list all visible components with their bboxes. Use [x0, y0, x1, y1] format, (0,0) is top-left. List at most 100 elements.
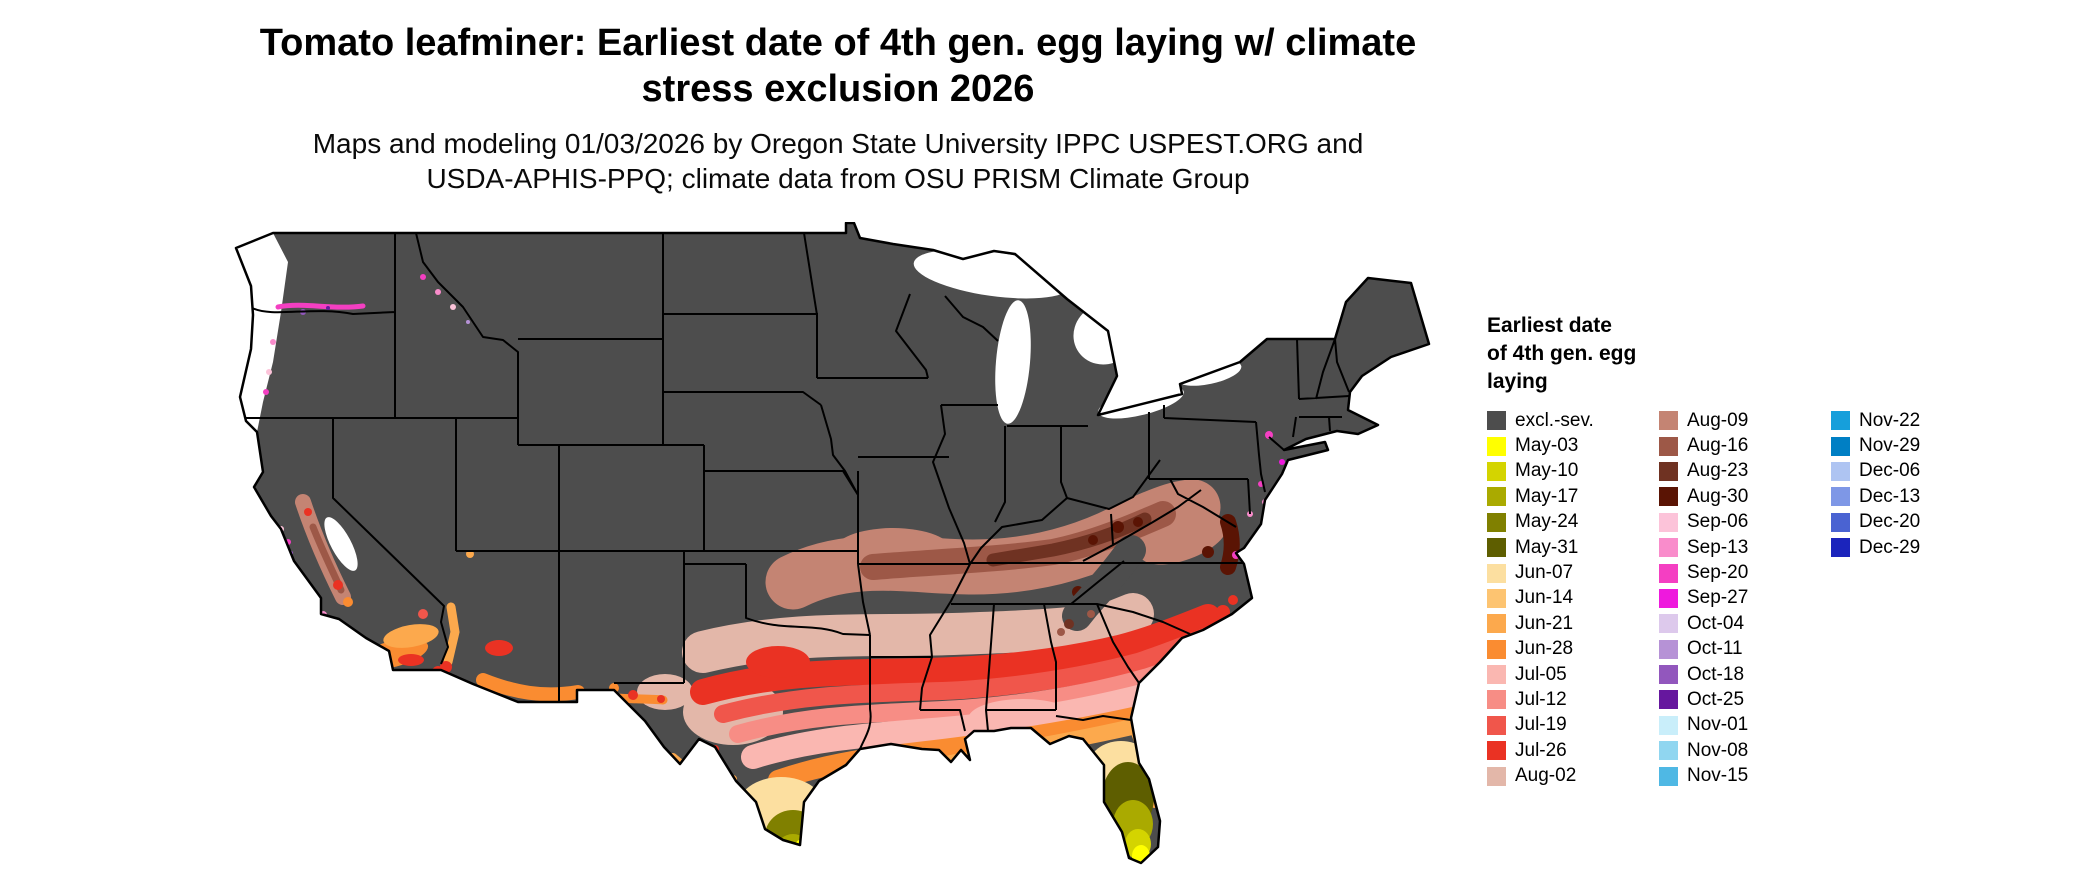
- map-appalachian-edge-browns: [1057, 610, 1095, 636]
- legend-entry-label: Jul-19: [1515, 714, 1567, 736]
- legend-entry: Jul-12: [1487, 687, 1659, 712]
- legend-title-line: of 4th gen. egg: [1487, 342, 1637, 365]
- legend-swatch: [1831, 436, 1850, 456]
- legend-entry-label: Jul-12: [1515, 688, 1567, 710]
- legend-entry: Dec-29: [1831, 535, 1920, 560]
- legend-swatch: [1487, 563, 1506, 583]
- legend-entry: Sep-20: [1659, 560, 1831, 585]
- legend-swatch: [1487, 715, 1506, 735]
- legend-swatch: [1659, 639, 1678, 659]
- lake-michigan: [995, 300, 1031, 424]
- legend-swatch: [1659, 766, 1678, 786]
- legend-entry-label: Jun-21: [1515, 612, 1574, 634]
- legend-entry-label: May-17: [1515, 485, 1579, 507]
- lake-superior: [913, 249, 1073, 299]
- legend-swatch: [1487, 512, 1506, 532]
- legend-entry: May-24: [1487, 510, 1659, 535]
- title-block: Tomato leafminer: Earliest date of 4th g…: [0, 20, 1676, 196]
- legend-swatch: [1831, 512, 1850, 532]
- map-blob-north-texas-jul-26: [746, 646, 810, 678]
- legend-swatch: [1487, 487, 1506, 507]
- great-lakes: [913, 249, 1242, 424]
- legend-entry: Jun-14: [1487, 586, 1659, 611]
- legend-swatch: [1487, 639, 1506, 659]
- legend-entry: Oct-04: [1659, 611, 1831, 636]
- map-band-jul-26: [690, 604, 1221, 705]
- legend-entry-label: Oct-04: [1687, 612, 1745, 634]
- us-map: [234, 222, 1431, 865]
- legend-title-line: laying: [1487, 370, 1548, 393]
- legend-entry: Jul-05: [1487, 662, 1659, 687]
- legend-entry-label: Nov-15: [1687, 765, 1749, 787]
- legend-title: Earliest date of 4th gen. egg laying: [1487, 312, 2087, 396]
- legend-entry: Oct-11: [1659, 637, 1831, 662]
- legend-swatch: [1487, 766, 1506, 786]
- legend-column: Aug-09 Aug-16 Aug-23 Aug-30 Sep-06 Sep-13 Sep-…: [1659, 408, 1831, 789]
- legend-entry-label: Aug-16: [1687, 435, 1749, 457]
- legend-entry: Aug-30: [1659, 484, 1831, 509]
- legend-entry-label: May-03: [1515, 435, 1579, 457]
- page-subtitle-line1: Maps and modeling 01/03/2026 by Oregon S…: [312, 128, 1364, 159]
- legend-entry: Nov-22: [1831, 408, 1920, 433]
- legend-swatch: [1487, 690, 1506, 710]
- map-appalachian-gray-tongue: [1062, 535, 1146, 631]
- legend-entry-label: Oct-25: [1687, 688, 1745, 710]
- legend-entry-label: Aug-09: [1687, 409, 1749, 431]
- legend-swatch: [1659, 436, 1678, 456]
- legend-entry: Aug-02: [1487, 763, 1659, 788]
- legend-entry-label: Sep-27: [1687, 587, 1749, 609]
- legend-entry-label: Oct-18: [1687, 663, 1745, 685]
- legend-entry-label: Sep-20: [1687, 562, 1749, 584]
- legend-entry: Dec-13: [1831, 484, 1920, 509]
- legend-swatch: [1659, 665, 1678, 685]
- legend-entry: May-17: [1487, 484, 1659, 509]
- legend-swatch: [1831, 411, 1850, 431]
- legend-swatch: [1487, 538, 1506, 558]
- legend-entry: Sep-13: [1659, 535, 1831, 560]
- map-florida-may-gradient: [1102, 762, 1154, 863]
- lake-huron: [1073, 303, 1137, 365]
- legend-entry-label: Aug-30: [1687, 485, 1749, 507]
- map-chesapeake-aug-30: [1220, 514, 1240, 575]
- legend-entry-label: May-10: [1515, 460, 1579, 482]
- legend-swatch: [1487, 588, 1506, 608]
- legend-column: excl.-sev. May-03 May-10 May-17 May-24 May-31…: [1487, 408, 1659, 789]
- legend-column: Nov-22 Nov-29 Dec-06 Dec-13 Dec-20 Dec-29: [1831, 408, 1920, 560]
- legend-entry-label: Nov-29: [1859, 435, 1921, 457]
- legend-swatch: [1659, 614, 1678, 634]
- legend-entry-label: Dec-20: [1859, 511, 1921, 533]
- legend-entry-label: Dec-06: [1859, 460, 1921, 482]
- legend-swatch: [1659, 487, 1678, 507]
- legend-swatch: [1659, 588, 1678, 608]
- legend-entry-label: excl.-sev.: [1515, 409, 1594, 431]
- legend-columns: excl.-sev. May-03 May-10 May-17 May-24 May-31…: [1487, 408, 2087, 789]
- legend-entry: Nov-15: [1659, 763, 1831, 788]
- legend-swatch: [1487, 665, 1506, 685]
- legend-entry: Jul-19: [1487, 713, 1659, 738]
- legend-swatch: [1659, 512, 1678, 532]
- legend-entry: Oct-25: [1659, 687, 1831, 712]
- legend-entry-label: Dec-29: [1859, 536, 1921, 558]
- legend-swatch: [1659, 461, 1678, 481]
- legend-entry-label: Nov-22: [1859, 409, 1921, 431]
- conus-outline: [234, 222, 1431, 865]
- legend-swatch: [1487, 411, 1506, 431]
- legend-entry-label: Jun-14: [1515, 587, 1574, 609]
- legend-entry: Oct-18: [1659, 662, 1831, 687]
- legend-entry-label: Oct-11: [1687, 638, 1743, 660]
- legend-entry: May-10: [1487, 459, 1659, 484]
- legend-entry-label: Jul-05: [1515, 663, 1567, 685]
- map-blob-virginia-aug-09: [1139, 515, 1227, 565]
- legend-swatch: [1831, 487, 1850, 507]
- legend-entry: Aug-16: [1659, 433, 1831, 458]
- page-title: Tomato leafminer: Earliest date of 4th g…: [0, 20, 1676, 112]
- page-subtitle-line2: USDA-APHIS-PPQ; climate data from OSU PR…: [426, 163, 1250, 194]
- legend-swatch: [1487, 614, 1506, 634]
- legend-swatch: [1659, 563, 1678, 583]
- map-south-texas-may-gradient: [765, 810, 821, 862]
- legend-entry: Sep-06: [1659, 510, 1831, 535]
- legend-entry-label: Aug-02: [1515, 765, 1577, 787]
- page-title-line2: stress exclusion 2026: [641, 68, 1035, 110]
- legend-swatch: [1659, 690, 1678, 710]
